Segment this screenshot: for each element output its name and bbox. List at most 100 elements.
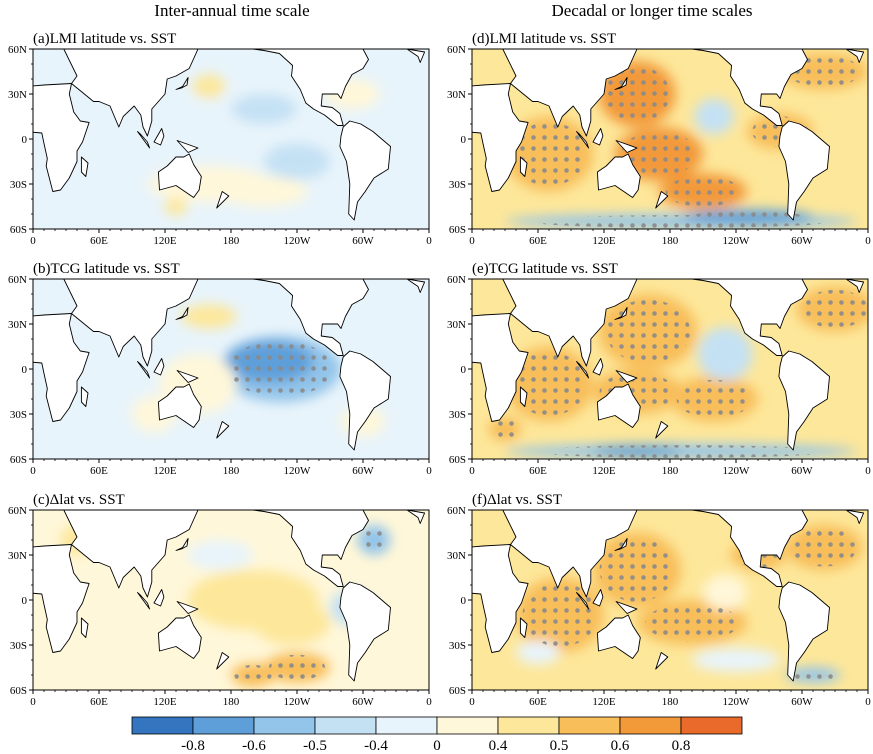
lat-tick-label: 30N (8, 89, 27, 101)
lat-tick-label: 30S (449, 640, 466, 652)
lon-tick-label: 60W (791, 235, 813, 247)
colorbar-label: 0 (433, 738, 441, 754)
lon-tick-label: 0 (426, 465, 432, 477)
significance-stipple (604, 65, 670, 123)
lat-tick-label: 30N (447, 319, 466, 331)
colorbar-label: -0.4 (364, 738, 388, 754)
lat-tick-label: 60S (10, 454, 27, 466)
correlation-region (692, 648, 780, 672)
colorbar-swatch (619, 716, 682, 735)
significance-stipple (676, 379, 752, 419)
correlation-region (694, 98, 734, 135)
lon-tick-label: 60E (529, 465, 547, 477)
significance-stipple (232, 343, 307, 380)
column-title-right: Decadal or longer time scales (551, 1, 752, 20)
significance-stipple (359, 527, 389, 553)
panel-title: (d)LMI latitude vs. SST (472, 31, 616, 47)
correlation-region (192, 74, 226, 99)
panel-title: (f)Δlat vs. SST (472, 492, 562, 508)
correlation-region (253, 600, 330, 645)
lon-tick-label: 180 (223, 235, 240, 247)
colorbar-swatch (314, 716, 377, 735)
land (33, 510, 426, 682)
lat-tick-label: 60S (449, 685, 466, 697)
correlation-region (165, 197, 187, 216)
colorbar-swatch (253, 716, 316, 735)
colorbar-swatch (131, 716, 194, 735)
significance-stipple (490, 418, 520, 440)
lon-tick-label: 120W (284, 465, 312, 477)
lon-tick-label: 180 (662, 465, 679, 477)
panel-title: (c)Δlat vs. SST (33, 492, 125, 508)
lat-tick-label: 60N (447, 505, 466, 517)
colorbar-label: 0.6 (611, 738, 630, 754)
colorbar-swatch (436, 716, 499, 735)
colorbar: -0.8 -0.6 -0.5 -0.4 0 0.4 0.5 0.6 0.8 (131, 716, 743, 754)
correlation-region (187, 540, 253, 570)
lon-tick-label: 60E (90, 465, 108, 477)
colorbar-label: 0.4 (489, 738, 508, 754)
lat-tick-label: 60N (8, 44, 27, 56)
significance-stipple (645, 603, 739, 642)
lon-tick-label: 0 (30, 235, 36, 247)
correlation-region (181, 304, 237, 329)
lon-tick-label: 60E (529, 696, 547, 708)
lon-tick-label: 180 (662, 696, 679, 708)
column-title-left: Inter-annual time scale (154, 1, 309, 20)
lon-tick-label: 0 (30, 696, 36, 708)
correlation-region (264, 143, 330, 180)
lat-tick-label: 60S (10, 224, 27, 236)
lon-tick-label: 120E (153, 235, 177, 247)
correlation-region (703, 574, 747, 611)
correlation-region (187, 424, 319, 449)
colorbar-swatch (375, 716, 438, 735)
lon-tick-label: 120E (592, 235, 616, 247)
significance-stipple (791, 528, 857, 567)
lon-tick-label: 60E (90, 696, 108, 708)
lat-tick-label: 60N (8, 274, 27, 286)
lat-tick-label: 30S (449, 409, 466, 421)
colorbar-label: -0.8 (181, 738, 205, 754)
colorbar-label: 0.8 (672, 738, 691, 754)
lon-tick-label: 120W (284, 696, 312, 708)
lat-tick-label: 30N (447, 89, 466, 101)
correlation-region (231, 94, 297, 124)
lon-tick-label: 60W (352, 465, 374, 477)
lon-tick-label: 0 (865, 465, 871, 477)
colorbar-swatch (497, 716, 560, 735)
lat-tick-label: 30S (10, 640, 27, 652)
significance-stipple (690, 210, 804, 224)
lon-tick-label: 0 (426, 235, 432, 247)
lon-tick-label: 0 (469, 235, 475, 247)
lon-tick-label: 180 (662, 235, 679, 247)
lon-tick-label: 60E (529, 235, 547, 247)
lon-tick-label: 0 (865, 235, 871, 247)
lat-tick-label: 30S (10, 179, 27, 191)
colorbar-label: 0.5 (550, 738, 569, 754)
colorbar-swatch (192, 716, 255, 735)
significance-stipple (621, 131, 697, 177)
lat-tick-label: 60N (447, 44, 466, 56)
lat-tick-label: 0 (461, 364, 467, 376)
lat-tick-label: 30N (8, 550, 27, 562)
lon-tick-label: 120E (153, 696, 177, 708)
significance-stipple (511, 122, 587, 186)
lat-tick-label: 0 (22, 364, 28, 376)
colorbar-label: -0.5 (303, 738, 327, 754)
land (472, 49, 865, 221)
lat-tick-label: 60S (10, 685, 27, 697)
lat-tick-label: 30N (8, 319, 27, 331)
panel-title: (b)TCG latitude vs. SST (33, 261, 180, 277)
correlation-region (220, 176, 308, 207)
significance-stipple (605, 299, 691, 364)
significance-stipple (789, 668, 837, 682)
correlation-region (697, 327, 753, 381)
significance-stipple (665, 176, 741, 207)
lon-tick-label: 120W (723, 235, 751, 247)
lat-tick-label: 0 (22, 134, 28, 146)
lat-tick-label: 0 (22, 595, 28, 607)
